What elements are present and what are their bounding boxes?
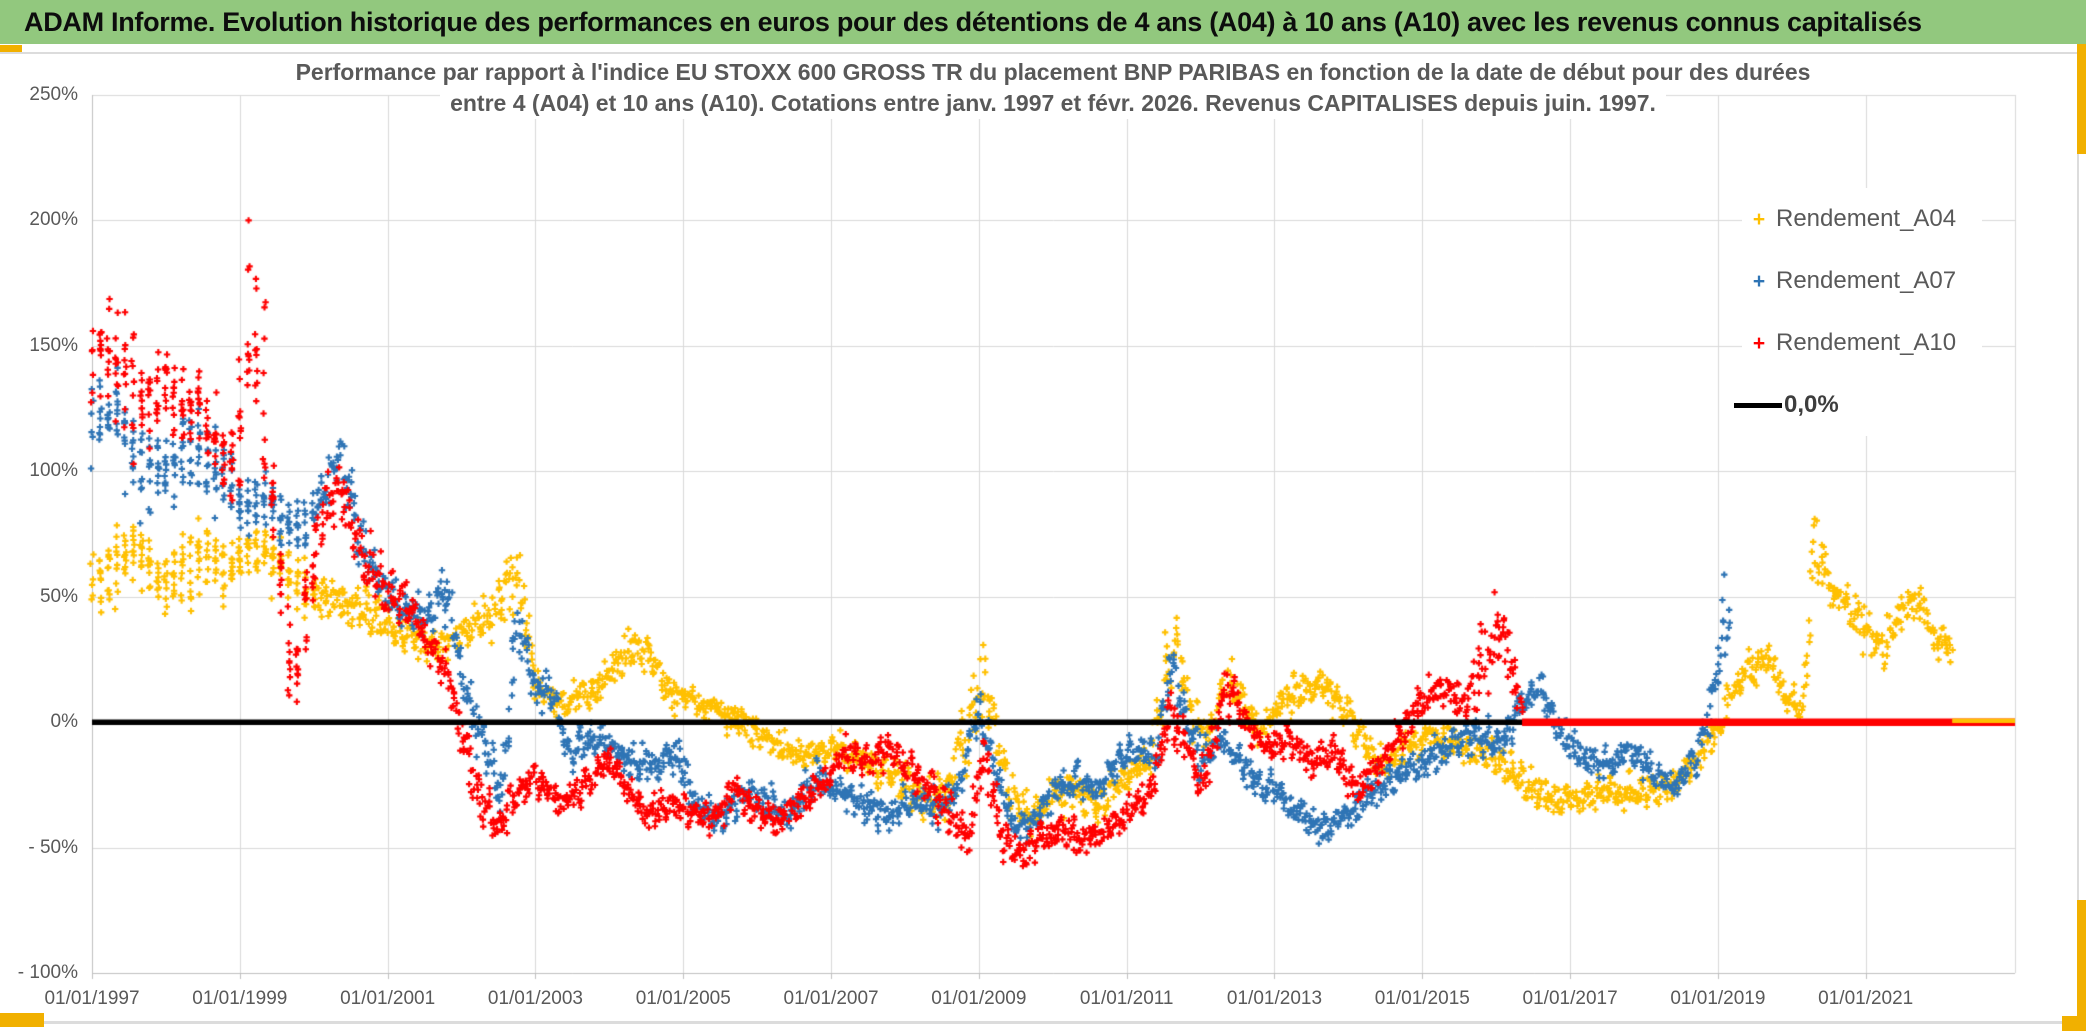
- plus-marker-icon-a10: +: [1752, 331, 1766, 355]
- x-axis-tick-label: 01/01/2007: [783, 988, 879, 1009]
- plus-marker-icon-a04: +: [1752, 207, 1766, 231]
- x-axis-tick-label: 01/01/2015: [1374, 988, 1470, 1009]
- y-axis-tick-label: 0%: [50, 711, 78, 733]
- legend: + Rendement_A04 + Rendement_A07 + Rendem…: [1734, 188, 1982, 436]
- y-axis-tick-label: - 100%: [17, 962, 78, 983]
- x-axis-tick-label: 01/01/2019: [1670, 988, 1766, 1009]
- x-axis-tick-label: 01/01/2021: [1818, 988, 1914, 1009]
- plus-marker-icon-a07: +: [1752, 269, 1766, 293]
- gold-corner-bottom-right: [2062, 1016, 2086, 1031]
- x-axis-tick-label: 01/01/2011: [1079, 988, 1174, 1009]
- gold-corner-top-left: [0, 45, 22, 52]
- divider-bottom: [0, 1021, 2086, 1024]
- y-axis-tick-label: 100%: [29, 460, 78, 482]
- chart-title-line2: entre 4 (A04) et 10 ans (A10). Cotations…: [440, 88, 1666, 119]
- x-axis-tick-label: 01/01/1999: [192, 988, 288, 1009]
- page-title: ADAM Informe. Evolution historique des p…: [24, 7, 1922, 37]
- legend-label-zero: 0,0%: [1784, 391, 1839, 418]
- zero-line-swatch-icon: [1734, 402, 1782, 408]
- x-axis-tick-label: 01/01/2005: [635, 988, 731, 1009]
- legend-label-a10: Rendement_A10: [1776, 329, 1957, 356]
- legend-label-a04: Rendement_A04: [1776, 205, 1957, 232]
- x-axis-tick-label: 01/01/2009: [931, 988, 1027, 1009]
- x-axis-tick-label: 01/01/1997: [44, 988, 140, 1009]
- gold-corner-bottom-left: [0, 1013, 44, 1027]
- header-bar: ADAM Informe. Evolution historique des p…: [0, 0, 2086, 44]
- x-axis-tick-label: 01/01/2017: [1522, 988, 1618, 1009]
- gold-edge-top-right: [2077, 44, 2086, 154]
- divider-under-header: [0, 52, 2086, 54]
- y-axis-tick-label: 50%: [39, 585, 78, 607]
- legend-item-a10: + Rendement_A10: [1742, 312, 1982, 374]
- frame-right-line: [2077, 52, 2079, 1022]
- chart-title-line1: Performance par rapport à l'indice EU ST…: [285, 57, 1821, 88]
- y-axis-tick-label: 250%: [29, 84, 78, 105]
- legend-item-a07: + Rendement_A07: [1742, 250, 1982, 312]
- legend-item-zero-line: 0,0%: [1734, 374, 1982, 436]
- y-axis-tick-label: 150%: [29, 334, 78, 356]
- gold-edge-bottom-right: [2077, 900, 2086, 1031]
- legend-item-a04: + Rendement_A04: [1742, 188, 1982, 250]
- x-axis-tick-label: 01/01/2001: [340, 988, 436, 1009]
- chart-title: Performance par rapport à l'indice EU ST…: [92, 57, 2014, 119]
- x-axis-tick-label: 01/01/2003: [487, 988, 583, 1009]
- y-axis-tick-label: - 50%: [28, 836, 78, 858]
- y-axis-tick-label: 200%: [29, 209, 78, 231]
- x-axis-tick-label: 01/01/2013: [1226, 988, 1323, 1009]
- legend-label-a07: Rendement_A07: [1776, 267, 1957, 294]
